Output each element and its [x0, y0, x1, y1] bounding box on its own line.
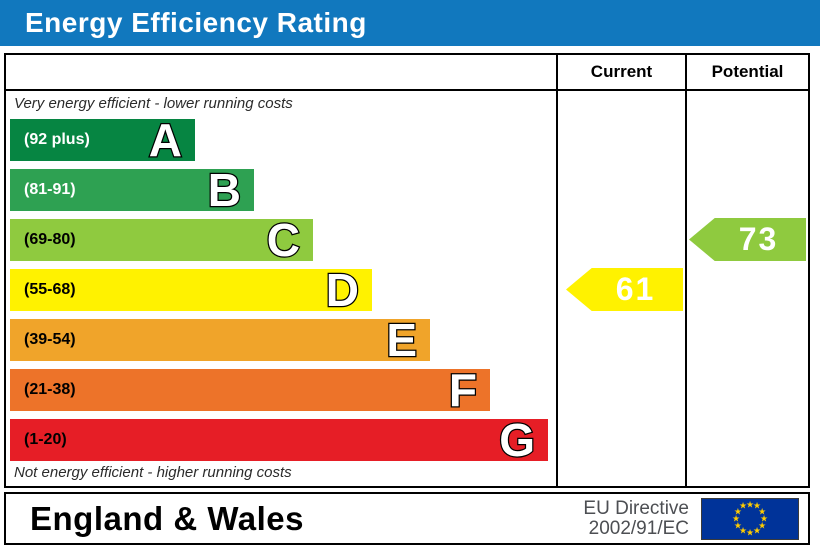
band-range-label: (55-68)	[24, 281, 76, 298]
eu-star-icon: ★	[733, 520, 742, 530]
band-D: (55-68) D	[10, 264, 372, 316]
band-letter: C	[266, 214, 302, 266]
band-F: (21-38) F	[10, 364, 490, 416]
band-E: (39-54) E	[10, 314, 430, 366]
eu-flag-icon: ★ ★ ★ ★ ★ ★ ★ ★ ★ ★ ★ ★	[701, 497, 799, 540]
eu-star-icon: ★	[731, 513, 741, 523]
band-G: (1-20) G	[10, 414, 548, 466]
current-rating-arrow: 61	[566, 268, 683, 311]
title-bar: Energy Efficiency Rating	[0, 0, 820, 46]
band-B: (81-91) B	[10, 164, 254, 216]
eu-star-icon: ★	[759, 513, 769, 523]
page-title: Energy Efficiency Rating	[25, 7, 367, 38]
band-letter: F	[448, 364, 479, 416]
rating-table: Current Potential Very energy efficient …	[4, 53, 810, 488]
band-letter: E	[385, 314, 418, 366]
top-note: Very energy efficient - lower running co…	[14, 95, 293, 112]
band-letter: G	[498, 414, 536, 466]
eu-directive-line1: EU Directive	[583, 497, 689, 519]
potential-column: 73	[685, 91, 808, 486]
band-range-label: (92 plus)	[24, 131, 90, 148]
header-cell-current: Current	[556, 55, 685, 89]
bottom-note: Not energy efficient - higher running co…	[14, 464, 292, 481]
band-C: (69-80) C	[10, 214, 313, 266]
band-range-label: (1-20)	[24, 431, 67, 448]
current-value: 61	[615, 271, 656, 307]
eu-directive-line2: 2002/91/EC	[588, 517, 689, 539]
header-cell-empty	[6, 55, 556, 89]
band-range-label: (69-80)	[24, 231, 76, 248]
potential-rating-arrow: 73	[689, 218, 806, 261]
band-range-label: (21-38)	[24, 381, 76, 398]
eu-directive-label: EU Directive 2002/91/EC	[583, 497, 701, 539]
band-letter: B	[207, 164, 243, 216]
band-range-label: (39-54)	[24, 331, 76, 348]
eu-star-icon: ★	[758, 506, 767, 516]
region-label: England & Wales	[30, 499, 304, 537]
eu-star-icon: ★	[745, 499, 755, 509]
eu-star-icon: ★	[752, 500, 762, 511]
table-body-row: Very energy efficient - lower running co…	[6, 91, 808, 486]
footer: England & Wales EU Directive 2002/91/EC …	[4, 492, 810, 545]
eu-star-icon: ★	[758, 520, 767, 530]
eu-star-icon: ★	[752, 525, 762, 536]
potential-value: 73	[738, 221, 779, 257]
eu-star-icon: ★	[738, 525, 748, 536]
table-header-row: Current Potential	[6, 55, 808, 91]
band-range-label: (81-91)	[24, 181, 76, 198]
eu-star-icon: ★	[738, 500, 748, 511]
band-A: (92 plus) A	[10, 114, 195, 166]
band-chart: Very energy efficient - lower running co…	[6, 91, 556, 486]
band-letter: D	[325, 264, 361, 316]
header-cell-potential: Potential	[685, 55, 808, 89]
eu-star-icon: ★	[745, 527, 755, 537]
eu-star-icon: ★	[733, 506, 742, 516]
current-column: 61	[556, 91, 685, 486]
band-letter: A	[148, 114, 184, 166]
